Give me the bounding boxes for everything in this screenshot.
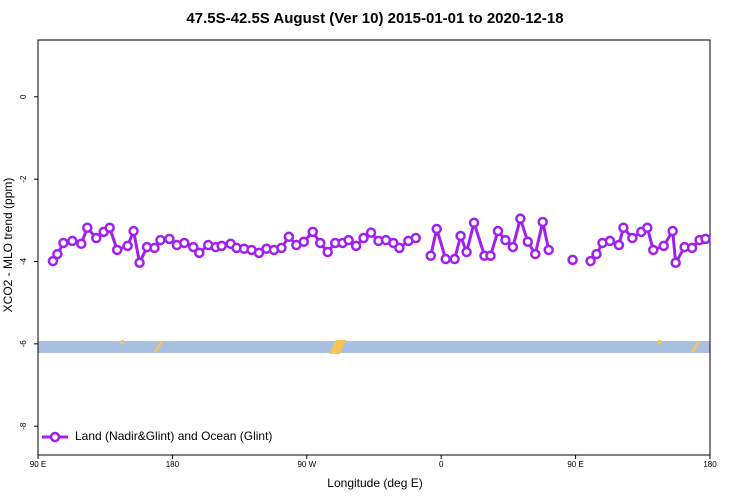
x-axis-label: Longitude (deg E)	[327, 476, 422, 490]
data-point	[155, 234, 166, 246]
data-point	[82, 222, 93, 233]
data-point	[179, 237, 190, 249]
data-point	[314, 237, 326, 249]
data-point	[500, 234, 511, 246]
data-point	[449, 253, 460, 265]
data-point	[394, 242, 405, 254]
data-point	[670, 257, 681, 268]
data-point	[431, 223, 442, 235]
chart-title: 47.5S-42.5S August (Ver 10) 2015-01-01 t…	[186, 10, 563, 27]
data-point	[425, 250, 436, 261]
data-point	[276, 242, 287, 254]
x-tick-label: 90 E	[567, 460, 583, 469]
data-point	[567, 254, 578, 266]
data-point	[122, 240, 133, 252]
data-point	[149, 242, 160, 254]
x-tick-label: 90 E	[30, 460, 46, 469]
data-point	[52, 248, 63, 260]
data-point	[164, 233, 175, 245]
data-point	[440, 253, 451, 265]
y-tick-label: 0	[19, 94, 28, 99]
data-point	[216, 240, 227, 252]
data-point	[410, 232, 422, 244]
data-point	[461, 246, 472, 258]
data-point	[604, 235, 616, 247]
data-point	[76, 238, 87, 250]
ocean-band	[38, 341, 710, 353]
data-point	[507, 241, 519, 253]
data-point	[627, 232, 638, 244]
data-point	[188, 241, 199, 253]
legend-marker	[49, 431, 61, 443]
data-point	[322, 246, 333, 258]
data-point	[358, 232, 369, 244]
data-point	[658, 240, 669, 252]
data-point	[485, 250, 496, 261]
plot-frame	[37, 39, 711, 456]
data-point	[618, 222, 629, 233]
data-point	[543, 244, 554, 256]
x-tick-label: 0	[439, 460, 444, 469]
x-tick-label: 180	[703, 460, 717, 469]
data-point	[492, 225, 504, 237]
data-point	[47, 255, 59, 267]
data-point	[642, 222, 653, 233]
data-point	[67, 235, 78, 247]
y-tick-label: -2	[19, 175, 28, 183]
data-point	[194, 247, 205, 259]
data-point	[58, 237, 69, 249]
data-point	[686, 242, 698, 254]
data-point	[283, 231, 295, 243]
y-tick-label: -8	[19, 422, 28, 430]
y-tick-label: -4	[19, 257, 28, 265]
data-point	[90, 232, 102, 244]
data-point	[104, 222, 115, 233]
data-point	[537, 216, 548, 228]
data-point	[343, 234, 354, 246]
data-point	[667, 225, 678, 237]
data-point	[455, 230, 466, 242]
data-point	[298, 236, 310, 247]
data-point	[530, 248, 541, 260]
data-point	[515, 213, 526, 224]
legend-label: Land (Nadir&Glint) and Ocean (Glint)	[75, 429, 272, 443]
x-tick-label: 180	[166, 460, 180, 469]
data-point	[134, 257, 145, 268]
data-point	[468, 217, 480, 229]
data-point	[522, 236, 534, 247]
data-point	[128, 225, 139, 237]
data-point	[700, 233, 711, 245]
data-point	[591, 248, 602, 260]
y-tick-label: -6	[19, 340, 28, 348]
data-point	[365, 227, 377, 238]
y-axis-label: XCO2 - MLO trend (ppm)	[1, 178, 15, 313]
data-point	[253, 247, 265, 259]
x-tick-label: 90 W	[297, 460, 316, 469]
data-point	[585, 255, 596, 267]
data-point	[350, 240, 362, 252]
data-point	[111, 244, 123, 256]
data-point	[307, 226, 319, 238]
data-point	[613, 239, 625, 251]
data-point	[648, 244, 659, 256]
ocean-highlights	[121, 340, 700, 354]
